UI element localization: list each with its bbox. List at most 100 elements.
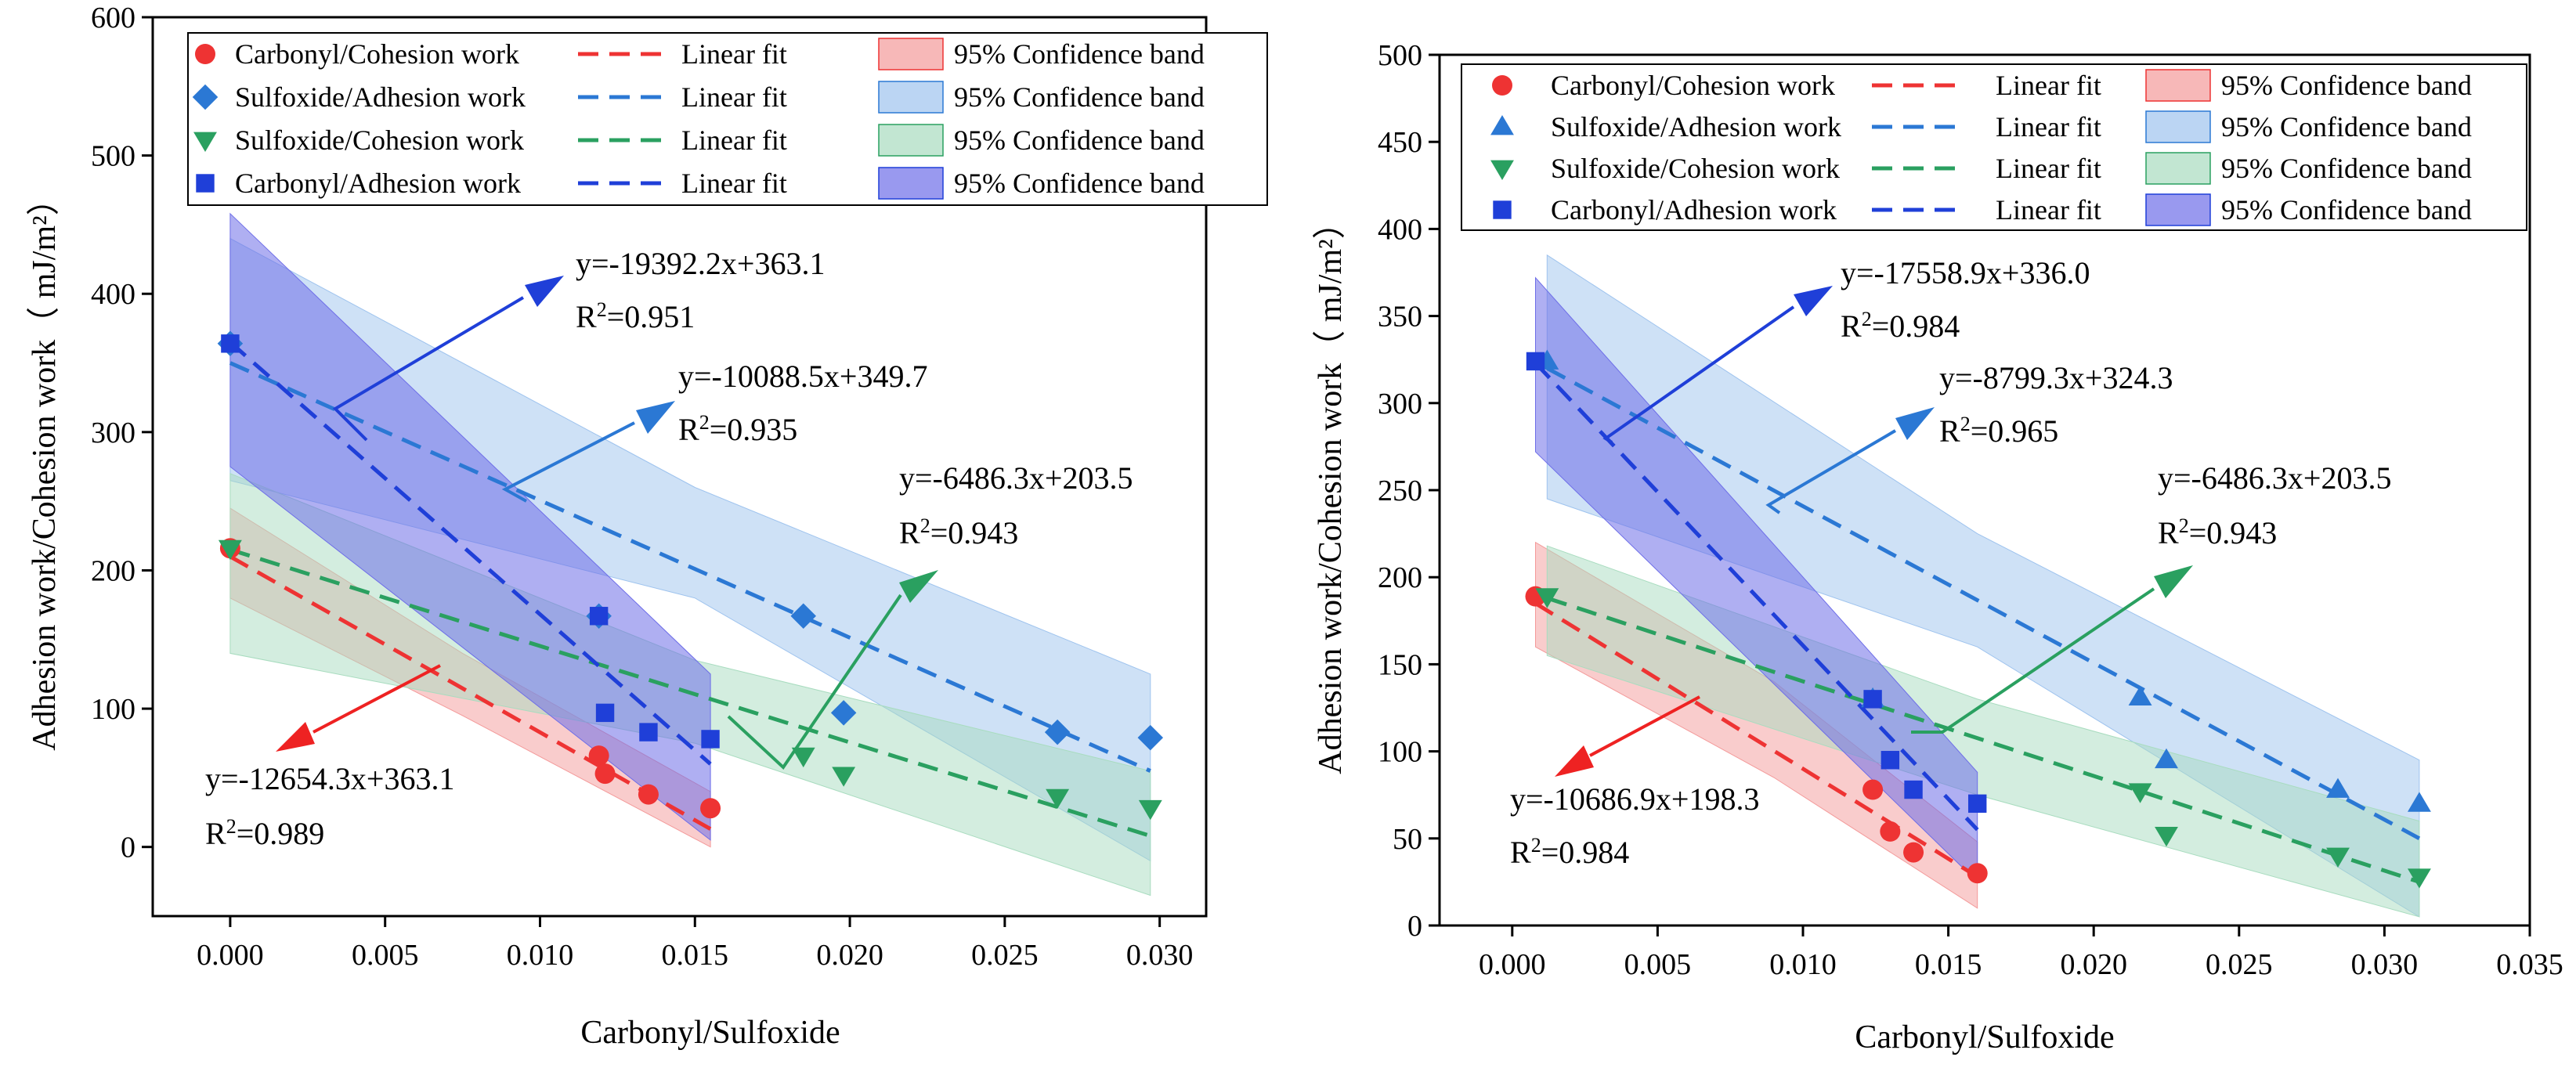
right-point-0-1: [1862, 779, 1884, 800]
right-y-tick-label-10: 500: [1378, 39, 1422, 72]
right-point-0-2: [1880, 821, 1901, 842]
left-x-axis-title: Carbonyl/Sulfoxide: [580, 1015, 840, 1051]
left-legend-band-swatch-0: [878, 38, 944, 70]
left-chart: 0.000 0.005 0.010 0.015 0.020 0.025 0.030 0 100 2…: [27, 2, 1268, 1051]
left-y-tick-label-0: 0: [121, 832, 135, 864]
left-arrow-sulfoxide-adhesion: [501, 421, 635, 503]
right-legend-band-label-1: 95% Confidence band: [2221, 111, 2472, 143]
left-legend-band-swatch-3: [878, 167, 944, 200]
left-legend-frame: [187, 32, 1268, 206]
right-legend-fit-label-3: Linear fit: [1996, 194, 2101, 226]
right-point-3-3: [1904, 780, 1923, 799]
right-point-1-2: [2128, 685, 2152, 706]
left-plot-frame: [151, 16, 1208, 918]
right-legend-band-swatch-3: [2145, 193, 2211, 226]
right-point-2-0: [1535, 588, 1559, 608]
left-point-2-3: [1046, 788, 1070, 810]
right-arrow-sulfoxide-adhesion: [1765, 429, 1897, 514]
left-legend-label-1: Sulfoxide/Adhesion work: [235, 81, 526, 113]
left-legend-fit-label-0: Linear fit: [681, 38, 787, 70]
right-y-tick-label-6: 300: [1378, 388, 1422, 420]
right-x-tick-label-3: 0.015: [1915, 948, 1982, 981]
left-legend-band-swatch-1: [878, 81, 944, 114]
right-fit-line-2: [1546, 596, 2420, 884]
left-legend-marker-0: [195, 44, 215, 64]
right-legend-fit-label-2: Linear fit: [1996, 153, 2101, 184]
left-x-tick-label-6: 0.030: [1126, 939, 1194, 972]
left-y-tick-label-1: 100: [91, 693, 135, 726]
right-x-tick-label-2: 0.010: [1769, 948, 1837, 981]
left-legend-band-label-1: 95% Confidence band: [954, 81, 1205, 113]
right-x-axis-title: Carbonyl/Sulfoxide: [1855, 1019, 2114, 1055]
left-point-2-4: [1138, 799, 1162, 821]
left-r2-sulfoxide-adhesion: R2=0.935: [678, 411, 797, 448]
left-arrow-carbonyl-adhesion: [332, 296, 525, 442]
left-y-tick-label-4: 400: [91, 278, 135, 311]
right-chart: 0.000 0.005 0.010 0.015 0.020 0.025 0.030 0.035…: [1313, 39, 2563, 1055]
right-fit-line-1: [1546, 366, 2421, 841]
right-legend: Carbonyl/Cohesion work Linear fit 95% Conf…: [1461, 63, 2527, 231]
right-point-0-3: [1903, 842, 1924, 863]
right-y-axis-title: Adhesion work/Cohesion work（ mJ/m²）: [1313, 206, 1349, 774]
right-arrow-sulfoxide-cohesion: [1911, 587, 2155, 734]
left-fit-line-2: [229, 547, 1151, 838]
left-arrow-sulfoxide-cohesion: [727, 594, 902, 770]
left-legend-fit-label-3: Linear fit: [681, 168, 787, 199]
left-x-tick-label-2: 0.010: [507, 939, 574, 972]
left-fit-line-3: [229, 341, 712, 766]
left-legend-marker-1: [192, 84, 219, 110]
left-point-1-5: [1137, 724, 1164, 751]
right-annotations: y=-17558.9x+336.0 R2=0.984 y=-8799.3x+32…: [1510, 255, 2391, 870]
left-point-3-2: [595, 703, 615, 723]
right-x-tick-label-6: 0.030: [2351, 948, 2419, 981]
right-legend-band-swatch-1: [2145, 110, 2211, 143]
left-legend-marker-2: [193, 132, 217, 152]
left-point-2-0: [218, 539, 242, 561]
left-point-3-4: [701, 730, 720, 749]
left-legend: Carbonyl/Cohesion work Linear fit 95% Conf…: [187, 32, 1268, 206]
left-point-0-2: [594, 763, 616, 785]
left-arrowhead-carbonyl-adhesion: [525, 276, 564, 307]
right-legend-label-3: Carbonyl/Adhesion work: [1551, 194, 1837, 226]
right-legend-label-0: Carbonyl/Cohesion work: [1551, 70, 1835, 101]
right-x-tick-label-4: 0.020: [2060, 948, 2127, 981]
right-eq-carbonyl-adhesion: y=-17558.9x+336.0: [1841, 255, 2090, 290]
right-r2-carbonyl-adhesion: R2=0.984: [1841, 308, 1960, 345]
right-r2-sulfoxide-adhesion: R2=0.965: [1939, 413, 2058, 449]
right-y-tick-label-9: 450: [1378, 126, 1422, 159]
left-point-0-1: [588, 745, 609, 767]
left-y-tick-label-6: 600: [91, 2, 135, 34]
right-x-tick-label-7: 0.035: [2496, 948, 2563, 981]
left-band-3: [229, 212, 711, 841]
right-point-3-1: [1863, 690, 1882, 709]
left-r2-sulfoxide-cohesion: R2=0.943: [899, 514, 1018, 551]
right-x-tick-label-1: 0.005: [1624, 948, 1692, 981]
right-legend-band-swatch-0: [2145, 69, 2211, 102]
left-legend-label-2: Sulfoxide/Cohesion work: [235, 124, 524, 156]
left-legend-marker-3: [196, 174, 215, 193]
left-legend-fit-label-1: Linear fit: [681, 81, 787, 113]
left-legend-fit-label-2: Linear fit: [681, 124, 787, 156]
left-legend-label-0: Carbonyl/Cohesion work: [235, 38, 519, 70]
left-point-0-4: [700, 798, 721, 819]
right-point-1-5: [2407, 792, 2431, 812]
left-eq-carbonyl-adhesion: y=-19392.2x+363.1: [576, 246, 825, 281]
left-legend-band-label-3: 95% Confidence band: [954, 168, 1205, 199]
right-arrowhead-sulfoxide-adhesion: [1895, 407, 1935, 440]
left-x-tick-label-1: 0.005: [352, 939, 419, 972]
left-point-3-3: [639, 723, 658, 741]
right-fit-line-0: [1534, 601, 1979, 879]
left-point-1-2: [790, 603, 816, 629]
right-y-tick-label-5: 250: [1378, 474, 1422, 507]
left-point-1-3: [830, 700, 857, 726]
right-arrowhead-carbonyl-adhesion: [1794, 286, 1833, 316]
right-y-tick-label-0: 0: [1407, 910, 1422, 943]
right-legend-marker-1: [1490, 115, 1514, 135]
left-annotations: y=-19392.2x+363.1 R2=0.951 y=-10088.5x+3…: [205, 246, 1133, 851]
right-arrowhead-sulfoxide-cohesion: [2154, 565, 2193, 598]
left-point-1-4: [1044, 719, 1071, 745]
right-r2-sulfoxide-cohesion: R2=0.943: [2158, 514, 2277, 551]
left-annotation-arrows: [276, 276, 938, 770]
left-x-tick-label-4: 0.020: [816, 939, 883, 972]
right-legend-band-swatch-2: [2145, 152, 2211, 185]
